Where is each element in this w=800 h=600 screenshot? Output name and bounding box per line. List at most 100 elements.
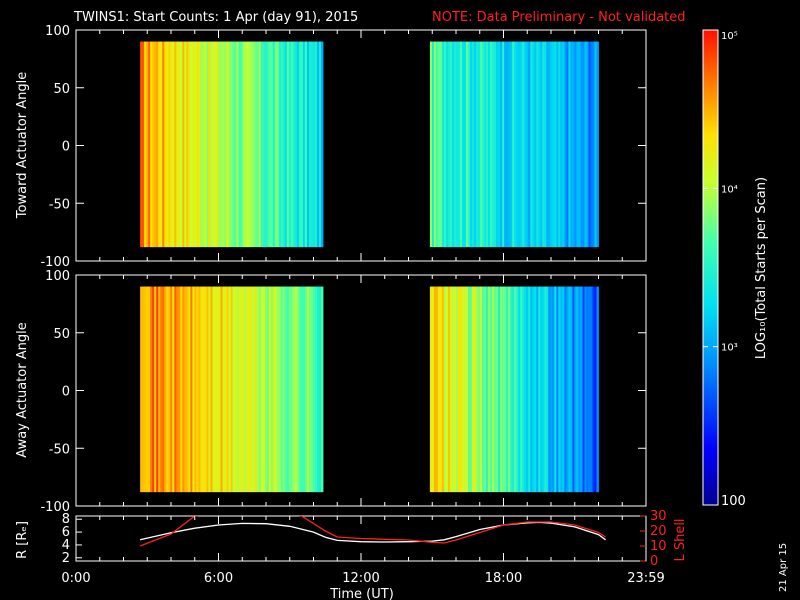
toward-ylabel: Toward Actuator Angle [15, 72, 30, 219]
y-tick-label: 2 [62, 551, 70, 566]
heatmap-cell [314, 286, 318, 493]
heatmap-cell [314, 41, 318, 248]
heatmap-cell [236, 286, 239, 493]
heatmap-cell [194, 41, 197, 248]
heatmap-cell [530, 286, 533, 493]
heatmap-cell [238, 286, 242, 493]
heatmap-cell [532, 41, 535, 248]
heatmap-cell [461, 41, 465, 248]
heatmap-cell [202, 41, 205, 248]
heatmap-cell [470, 286, 473, 493]
heatmap-cell [486, 286, 489, 493]
heatmap-cell [502, 41, 505, 248]
heatmap-cell [486, 41, 489, 248]
heatmap-cell [286, 41, 290, 248]
heatmap-cell [447, 286, 451, 493]
heatmap-cell [572, 286, 575, 493]
heatmap-cell [466, 286, 469, 493]
heatmap-cell [546, 41, 549, 248]
heatmap-cell [160, 41, 163, 248]
heatmap-cell [320, 41, 324, 248]
heatmap-cell [306, 41, 310, 248]
heatmap-cell [546, 286, 549, 493]
heatmap-cell [280, 41, 284, 248]
heatmap-cell [294, 41, 298, 248]
heatmap-cell [190, 41, 193, 248]
heatmap-cell [224, 41, 227, 248]
heatmap-cell [496, 286, 499, 493]
heatmap-cell [170, 286, 173, 493]
heatmap-cell [482, 41, 485, 248]
heatmap-cell [276, 286, 280, 493]
heatmap-cell [584, 41, 587, 248]
heatmap-cell [459, 41, 463, 248]
heatmap-cell [568, 286, 571, 493]
heatmap-cell [574, 41, 577, 248]
heatmap-cell [262, 286, 266, 493]
footer-date: 21 Apr 15 [778, 543, 789, 592]
heatmap-cell [194, 286, 197, 493]
heatmap-cell [453, 41, 457, 248]
heatmap-cell [318, 41, 322, 248]
heatmap-cell [312, 41, 316, 248]
heatmap-cell [292, 286, 296, 493]
heatmap-cell [238, 41, 242, 248]
heatmap-cell [288, 286, 292, 493]
heatmap-cell [520, 286, 523, 493]
x-tick-label: 23:59 [627, 571, 664, 586]
heatmap-cell [594, 41, 597, 248]
heatmap-cell [544, 286, 547, 493]
heatmap-cell [528, 286, 531, 493]
heatmap-cell [140, 286, 143, 493]
x-tick-label: 6:00 [204, 571, 233, 586]
heatmap-cell [230, 286, 233, 493]
heatmap-cell [538, 41, 541, 248]
heatmap-cell [592, 286, 595, 493]
heatmap-cell [192, 41, 195, 248]
heatmap-cell [186, 41, 189, 248]
heatmap-cell [216, 41, 219, 248]
heatmap-cell [564, 286, 567, 493]
heatmap-cell [148, 41, 151, 248]
heatmap-cell [484, 286, 487, 493]
heatmap-cell [445, 41, 449, 248]
colorbar-tick-label: 10⁴ [721, 184, 738, 195]
heatmap-cell [528, 41, 531, 248]
heatmap-cell [252, 41, 256, 248]
y-tick-label: 0 [650, 554, 658, 569]
heatmap-cell [506, 286, 509, 493]
heatmap-cell [504, 41, 507, 248]
heatmap-cell [198, 286, 201, 493]
heatmap-cell [282, 41, 286, 248]
heatmap-cell [596, 41, 599, 248]
heatmap-cell [184, 41, 187, 248]
heatmap-cell [244, 41, 248, 248]
heatmap-cell [520, 41, 523, 248]
heatmap-cell [206, 41, 209, 248]
heatmap-cell [512, 41, 515, 248]
heatmap-cell [522, 41, 525, 248]
colorbar-gradient [702, 29, 719, 506]
heatmap-cell [455, 41, 459, 248]
colorbar-ticks: 100 10³ 10⁴ 10⁵ [703, 29, 746, 509]
heatmap-cell [457, 286, 461, 493]
x-tick-label: 12:00 [342, 571, 379, 586]
heatmap-cell [284, 41, 288, 248]
heatmap-cell [208, 286, 211, 493]
away-panel: -100 -50 0 50 100 Away Actuator Angle [15, 269, 647, 515]
heatmap-cell [468, 286, 471, 493]
heatmap-cell [300, 286, 304, 493]
heatmap-cell [466, 41, 469, 248]
heatmap-cell [270, 41, 274, 248]
heatmap-cell [478, 41, 481, 248]
heatmap-cell [256, 286, 260, 493]
heatmap-cell [272, 41, 276, 248]
heatmap-cell [302, 41, 306, 248]
heatmap-cell [542, 286, 545, 493]
heatmap-cell [182, 286, 185, 493]
heatmap-cell [518, 41, 521, 248]
heatmap-cell [162, 286, 165, 493]
heatmap-cell [234, 41, 237, 248]
heatmap-cell [556, 41, 559, 248]
heatmap-cell [302, 286, 306, 493]
